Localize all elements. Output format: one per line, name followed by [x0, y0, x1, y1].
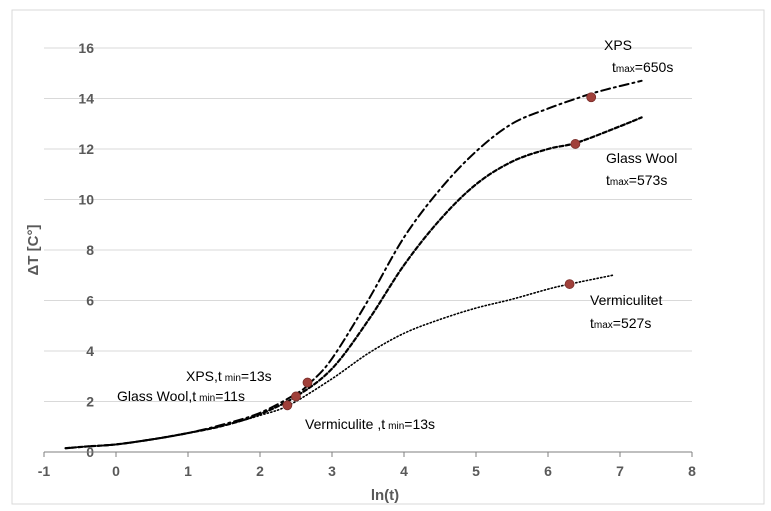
annotation-xps-min: XPS,t min=13s [186, 368, 272, 384]
marker-xps-min [302, 377, 313, 388]
annotation-gw-max-name: Glass Wool [606, 150, 677, 166]
annotation-xps-max-t: t [612, 59, 616, 75]
annotation-xps-min-sub: min [225, 373, 241, 384]
y-tick-label: 14 [78, 91, 94, 107]
marker-glass-wool-min [291, 391, 301, 402]
annotation-gw-max-sub: max [610, 177, 629, 188]
annotation-verm-min: Vermiculite ,t min=13s [305, 416, 435, 432]
marker-vermiculite-max [564, 279, 575, 289]
annotation-verm-min-val: =13s [404, 416, 435, 432]
annotation-gw-min-name: Glass Wool,t [117, 388, 196, 404]
annotation-gw-min: Glass Wool,t min=11s [117, 388, 245, 404]
point-markers [282, 92, 597, 411]
x-tick-label: 0 [112, 463, 120, 479]
x-tick-label: 4 [400, 463, 408, 479]
annotation-verm-max-name: Vermiculitet [590, 292, 662, 308]
series-line-xps [64, 79, 643, 450]
annotation-verm-min-name: Vermiculite ,t [305, 416, 385, 432]
x-tick-label: 7 [616, 463, 624, 479]
annotation-verm-max-time: tmax=527s [590, 315, 651, 331]
annotation-gw-min-sub: min [199, 393, 215, 404]
annotation-xps-max-time: tmax=650s [612, 59, 673, 75]
series-line-vermiculite [64, 274, 614, 450]
x-tick-label: 8 [688, 463, 696, 479]
y-tick-label: 2 [86, 394, 94, 410]
annotation-xps-min-name: XPS,t [186, 368, 222, 384]
annotation-xps-max-sub: max [616, 64, 635, 75]
x-tick-label: 2 [256, 463, 264, 479]
annotation-xps-max-val: =650s [635, 59, 674, 75]
x-tick-label: -1 [38, 463, 51, 479]
annotation-xps-min-val: =13s [241, 368, 272, 384]
y-tick-label: 10 [78, 192, 94, 208]
series-lines [64, 79, 643, 450]
annotation-verm-max-t: t [590, 315, 594, 331]
x-tick-label: 6 [544, 463, 552, 479]
annotation-xps-max-name: XPS [604, 37, 632, 53]
y-tick-label: 12 [78, 141, 94, 157]
gridlines [44, 47, 692, 402]
y-tick-label: 16 [78, 40, 94, 56]
annotation-verm-max-sub: max [594, 320, 613, 331]
marker-glass-wool-max [570, 139, 581, 149]
x-tick-label: 5 [472, 463, 480, 479]
y-tick-label: 4 [86, 343, 94, 359]
x-tick-label: 3 [328, 463, 336, 479]
annotation-verm-min-sub: min [388, 421, 404, 432]
y-tick-label: 6 [86, 293, 94, 309]
y-tick-label: 8 [86, 242, 94, 258]
y-axis-title: ΔT [C°] [25, 225, 42, 276]
x-tick-label: 1 [184, 463, 192, 479]
annotation-verm-max-val: =527s [613, 315, 652, 331]
annotation-gw-max-time: tmax=573s [606, 172, 667, 188]
annotation-gw-min-val: =11s [215, 388, 245, 404]
marker-xps-max [586, 92, 597, 103]
annotation-gw-max-t: t [606, 172, 610, 188]
marker-vermiculite-min [282, 400, 293, 411]
chart-frame [11, 9, 765, 505]
x-axis-title: ln(t) [371, 487, 399, 504]
annotation-gw-max-val: =573s [629, 172, 668, 188]
